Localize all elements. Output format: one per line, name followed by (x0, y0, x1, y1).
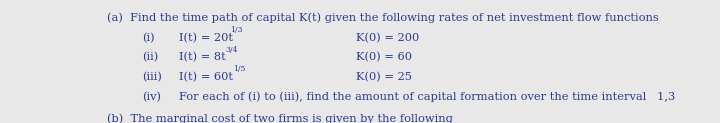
Text: (a)  Find the time path of capital K(t) given the following rates of net investm: (a) Find the time path of capital K(t) g… (107, 13, 658, 23)
Text: I(t) = 60t: I(t) = 60t (179, 72, 233, 82)
Text: (ii): (ii) (143, 52, 159, 63)
Text: (i): (i) (143, 33, 156, 43)
Text: K(0) = 200: K(0) = 200 (356, 33, 420, 43)
Text: I(t) = 8t: I(t) = 8t (179, 52, 225, 63)
Text: K(0) = 25: K(0) = 25 (356, 72, 413, 82)
Text: (iii): (iii) (143, 72, 163, 82)
Text: 1/3: 1/3 (230, 26, 242, 34)
Text: (iv): (iv) (143, 92, 161, 102)
Text: (b)  The marginal cost of two firms is given by the following: (b) The marginal cost of two firms is gi… (107, 114, 452, 123)
Text: For each of (i) to (iii), find the amount of capital formation over the time int: For each of (i) to (iii), find the amoun… (179, 92, 682, 102)
Text: I(t) = 20t: I(t) = 20t (179, 33, 233, 43)
Text: 3/4: 3/4 (225, 46, 238, 54)
Text: K(0) = 60: K(0) = 60 (356, 52, 413, 63)
Text: 1/5: 1/5 (233, 65, 246, 73)
